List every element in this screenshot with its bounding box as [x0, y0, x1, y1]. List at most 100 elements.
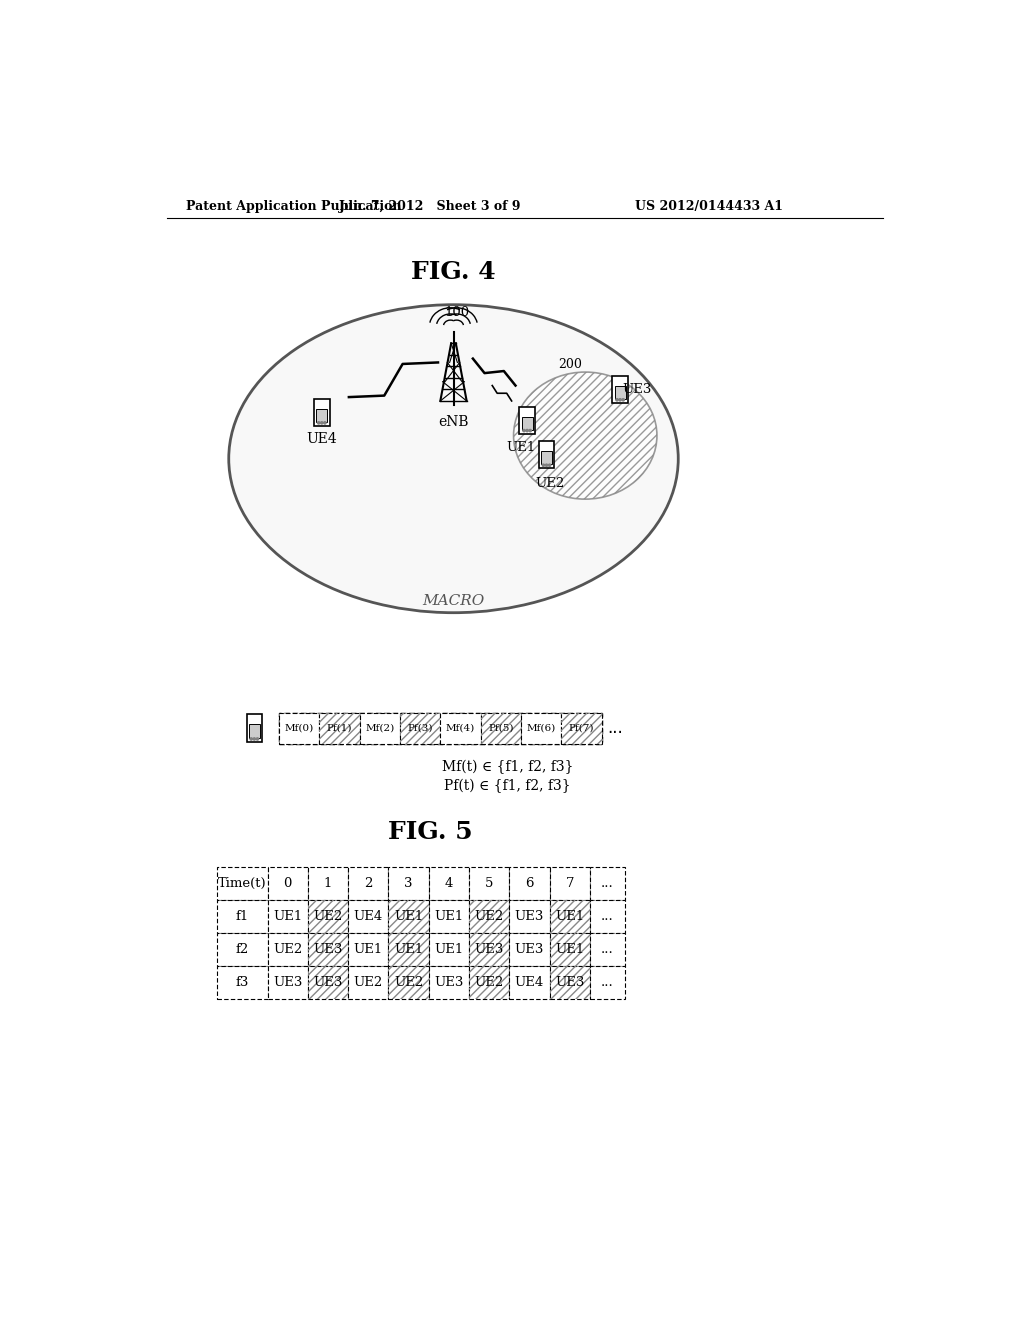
Bar [400, 713, 440, 743]
Bar [247, 714, 262, 742]
Text: Pf(3): Pf(3) [408, 723, 433, 733]
Bar [217, 900, 267, 933]
Text: UE2: UE2 [353, 977, 383, 989]
Text: UE3: UE3 [313, 977, 343, 989]
Bar [590, 867, 625, 900]
Text: UE3: UE3 [273, 977, 302, 989]
Text: UE3: UE3 [313, 942, 343, 956]
Bar [249, 725, 260, 738]
Circle shape [618, 399, 622, 401]
Text: 200: 200 [558, 358, 582, 371]
Text: 6: 6 [525, 876, 534, 890]
Bar [590, 933, 625, 966]
Text: UE1: UE1 [353, 942, 383, 956]
Ellipse shape [228, 305, 678, 612]
Circle shape [622, 399, 625, 401]
Text: UE1: UE1 [555, 909, 585, 923]
Text: UE1: UE1 [434, 909, 464, 923]
Bar [561, 713, 601, 743]
Text: UE1: UE1 [434, 942, 464, 956]
Bar [388, 933, 429, 966]
Bar [469, 900, 509, 933]
Text: UE2: UE2 [536, 477, 565, 490]
Bar [267, 966, 308, 999]
Bar [359, 713, 400, 743]
Circle shape [253, 738, 255, 741]
Bar [469, 933, 509, 966]
Bar [348, 867, 388, 900]
Bar [388, 900, 429, 933]
Bar [348, 900, 388, 933]
Bar [319, 713, 359, 743]
Bar [550, 933, 590, 966]
Bar [308, 900, 348, 933]
Text: UE4: UE4 [353, 909, 383, 923]
Bar [480, 713, 521, 743]
Text: FIG. 4: FIG. 4 [412, 260, 496, 284]
Bar [590, 900, 625, 933]
Bar [541, 451, 552, 465]
Text: UE4: UE4 [306, 433, 337, 446]
Text: FIG. 5: FIG. 5 [388, 820, 472, 845]
Text: UE2: UE2 [273, 942, 302, 956]
Text: eNB: eNB [438, 414, 469, 429]
Text: Pf(5): Pf(5) [488, 723, 513, 733]
Bar [388, 966, 429, 999]
Bar [267, 867, 308, 900]
Bar [550, 867, 590, 900]
Bar [308, 867, 348, 900]
Text: US 2012/0144433 A1: US 2012/0144433 A1 [635, 199, 783, 213]
Text: MACRO: MACRO [422, 594, 484, 609]
Circle shape [615, 399, 618, 401]
Bar [429, 867, 469, 900]
Text: 100: 100 [444, 306, 470, 319]
Text: f1: f1 [236, 909, 249, 923]
Text: UE2: UE2 [474, 977, 504, 989]
Circle shape [529, 429, 531, 432]
Bar [614, 385, 626, 399]
Text: Pf(1): Pf(1) [327, 723, 352, 733]
Bar [308, 933, 348, 966]
Text: UE3: UE3 [515, 909, 544, 923]
Bar [316, 409, 328, 422]
Text: UE1: UE1 [506, 441, 536, 454]
Bar [388, 867, 429, 900]
Bar [509, 867, 550, 900]
Text: UE1: UE1 [394, 942, 423, 956]
Text: Time(t): Time(t) [218, 876, 266, 890]
Text: UE3: UE3 [515, 942, 544, 956]
Bar [469, 867, 509, 900]
Text: UE1: UE1 [273, 909, 302, 923]
Bar [267, 933, 308, 966]
Text: UE1: UE1 [555, 942, 585, 956]
Bar [388, 933, 429, 966]
Bar [400, 713, 440, 743]
Bar [509, 933, 550, 966]
Bar [280, 713, 601, 743]
Text: ...: ... [607, 719, 624, 737]
Circle shape [549, 465, 551, 466]
Bar [348, 933, 388, 966]
Text: 3: 3 [404, 876, 413, 890]
Bar [308, 933, 348, 966]
Text: UE2: UE2 [474, 909, 504, 923]
Bar [267, 900, 308, 933]
Text: ...: ... [601, 909, 613, 923]
Bar [521, 417, 532, 430]
Text: 1: 1 [324, 876, 332, 890]
Text: 7: 7 [565, 876, 574, 890]
Bar [612, 376, 628, 403]
Text: 2: 2 [365, 876, 373, 890]
Bar [308, 966, 348, 999]
Bar [308, 966, 348, 999]
Bar [521, 713, 561, 743]
Text: f2: f2 [236, 942, 249, 956]
Text: Jun. 7, 2012   Sheet 3 of 9: Jun. 7, 2012 Sheet 3 of 9 [339, 199, 521, 213]
Text: UE3: UE3 [623, 383, 652, 396]
Text: Pf(t) ∈ {f1, f2, f3}: Pf(t) ∈ {f1, f2, f3} [444, 779, 571, 793]
Circle shape [526, 429, 528, 432]
Text: UE3: UE3 [434, 977, 464, 989]
Bar [550, 900, 590, 933]
Bar [429, 900, 469, 933]
Text: UE3: UE3 [555, 977, 585, 989]
